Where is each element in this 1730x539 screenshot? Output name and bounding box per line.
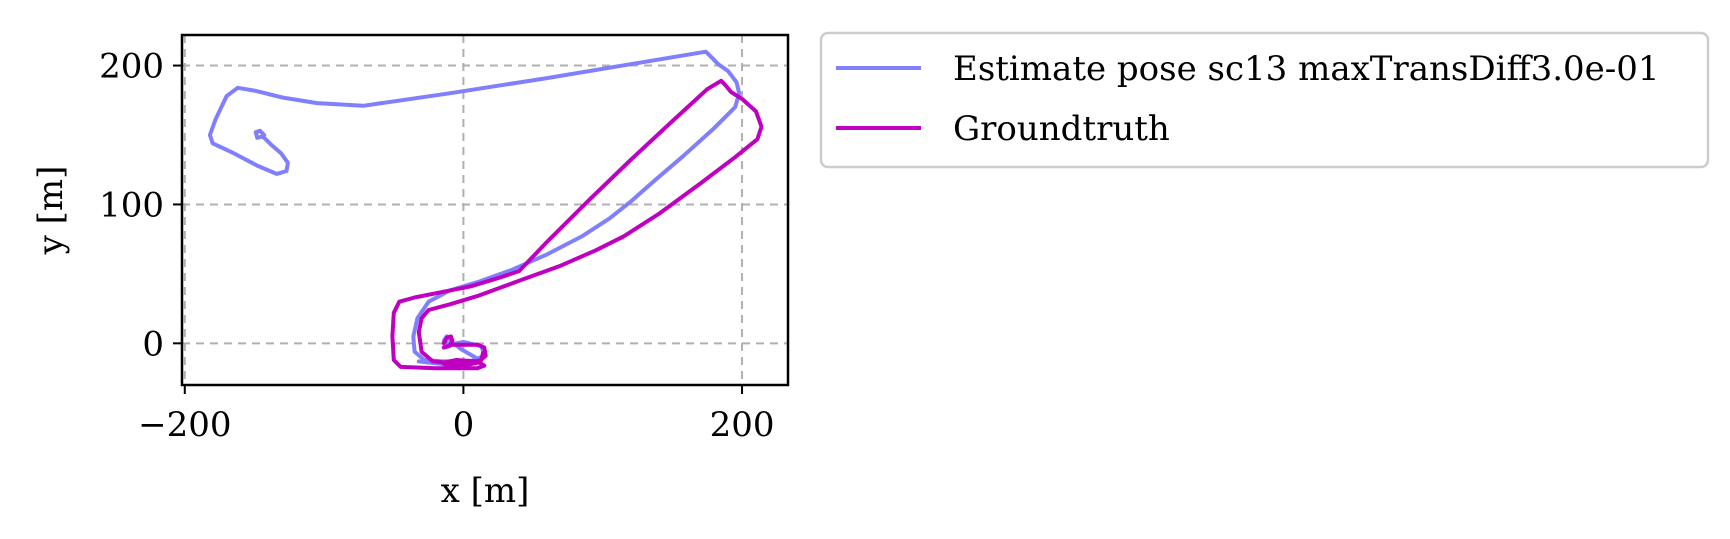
series-line-estimate (207, 49, 742, 367)
legend-label-estimate: Estimate pose sc13 maxTransDiff3.0e-01 (953, 49, 1660, 89)
x-tick-label: 0 (453, 405, 475, 445)
series-layer (207, 49, 764, 371)
x-axis-label: x [m] (441, 471, 530, 511)
y-axis-label: y [m] (31, 166, 71, 256)
x-tick-label: −200 (138, 405, 231, 445)
legend-label-groundtruth: Groundtruth (953, 109, 1170, 149)
x-tick-label: 200 (710, 405, 775, 445)
y-tick-label: 100 (99, 185, 164, 225)
series-line-groundtruth (390, 78, 764, 371)
plot-frame (180, 33, 790, 387)
legend: Estimate pose sc13 maxTransDiff3.0e-01 Gr… (819, 31, 1710, 169)
grid (182, 35, 788, 385)
y-tick-label: 200 (99, 47, 164, 87)
axis-ticks: −200 0 200 0 100 200 (99, 47, 774, 445)
y-tick-label: 0 (142, 324, 164, 364)
legend-frame (819, 31, 1710, 169)
